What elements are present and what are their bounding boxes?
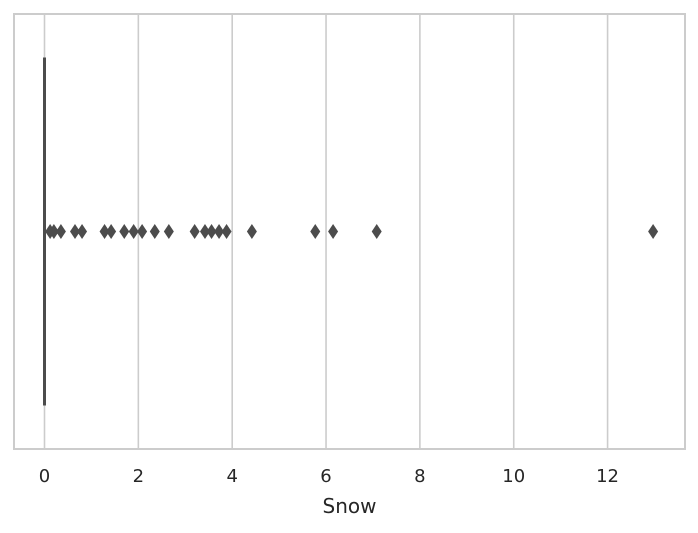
outlier-point — [328, 224, 339, 239]
x-tick-label: 0 — [39, 466, 50, 487]
outlier-point — [246, 224, 257, 239]
plot-frame — [13, 13, 686, 450]
outlier-point — [55, 224, 66, 239]
outlier-point — [48, 224, 59, 239]
outlier-point — [189, 224, 200, 239]
outlier-point — [128, 224, 139, 239]
box-element — [43, 57, 46, 406]
outlier-point — [371, 224, 382, 239]
x-tick-label: 12 — [596, 466, 619, 487]
x-tick-label: 2 — [133, 466, 144, 487]
outlier-point — [77, 224, 88, 239]
outlier-point — [119, 224, 130, 239]
x-tick-labels: 0 2 4 6 8 10 12 — [39, 466, 619, 487]
x-tick-label: 6 — [320, 466, 331, 487]
x-gridlines — [43, 14, 609, 449]
x-tick-label: 8 — [414, 466, 425, 487]
outlier-points — [45, 224, 659, 239]
outlier-point — [163, 224, 174, 239]
outlier-point — [310, 224, 321, 239]
outlier-point — [99, 224, 110, 239]
x-tick-label: 4 — [226, 466, 237, 487]
outlier-point — [106, 224, 117, 239]
outlier-point — [149, 224, 160, 239]
outlier-point — [214, 224, 225, 239]
x-axis-label: Snow — [323, 494, 377, 518]
outlier-point — [137, 224, 148, 239]
outlier-point — [70, 224, 80, 239]
outlier-point — [199, 224, 210, 239]
x-tick-label: 10 — [502, 466, 525, 487]
outlier-point — [648, 224, 659, 239]
outlier-point — [206, 224, 217, 239]
outlier-point — [221, 224, 232, 239]
